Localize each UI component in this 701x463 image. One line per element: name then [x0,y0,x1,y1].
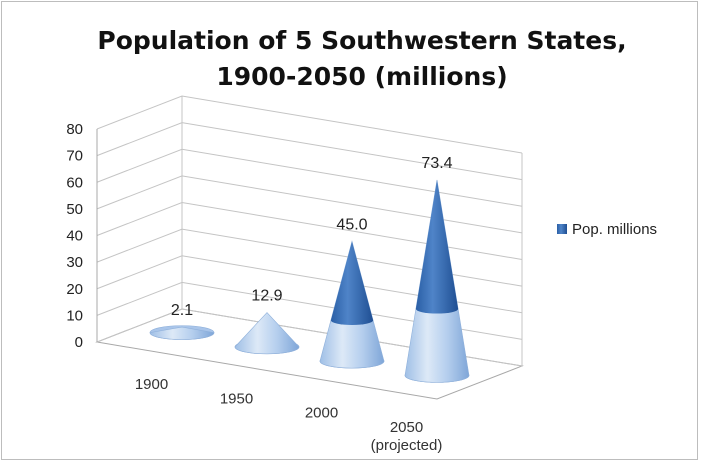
y-axis-ticks: 0 10 20 30 40 50 60 70 80 [66,121,83,351]
y-tick-label: 60 [66,174,83,191]
y-tick-label: 10 [66,307,83,324]
y-tick-label: 40 [66,228,83,245]
cone-bar-3 [319,240,385,369]
data-label: 45.0 [336,216,367,233]
cone-dark-band [415,179,459,314]
legend: Pop. millions [557,221,657,238]
cone-bar-4 [404,179,470,383]
data-labels: 2.1 12.9 45.0 73.4 [171,155,453,319]
data-label: 73.4 [421,155,452,172]
cone-body [234,312,300,355]
cone-dark-band [330,241,374,326]
x-tick-label: 1900 [135,376,168,393]
y-tick-label: 80 [66,121,83,138]
cone-bar-2 [234,312,300,355]
x-tick-label: 1950 [220,390,253,407]
grid [95,95,524,400]
x-axis-labels: 1900 1950 2000 2050(projected) [135,376,443,454]
chart-title-line-1: Population of 5 Southwestern States, [97,26,626,55]
x-tick-label: (projected) [371,437,443,454]
x-tick-label: 2000 [305,405,338,422]
x-tick-label: 2050 [390,419,423,436]
legend-swatch [557,224,567,234]
y-tick-label: 70 [66,148,83,165]
y-tick-label: 20 [66,281,83,298]
data-label: 12.9 [251,288,282,305]
legend-entry: Pop. millions [572,221,657,238]
y-tick-label: 50 [66,201,83,218]
y-tick-label: 0 [75,334,83,351]
data-label: 2.1 [171,302,193,319]
y-tick-label: 30 [66,254,83,271]
cone-body [149,326,215,340]
plot-area [149,179,470,383]
chart-title-line-2: 1900-2050 (millions) [216,62,507,91]
cone-bar-1 [149,325,215,340]
